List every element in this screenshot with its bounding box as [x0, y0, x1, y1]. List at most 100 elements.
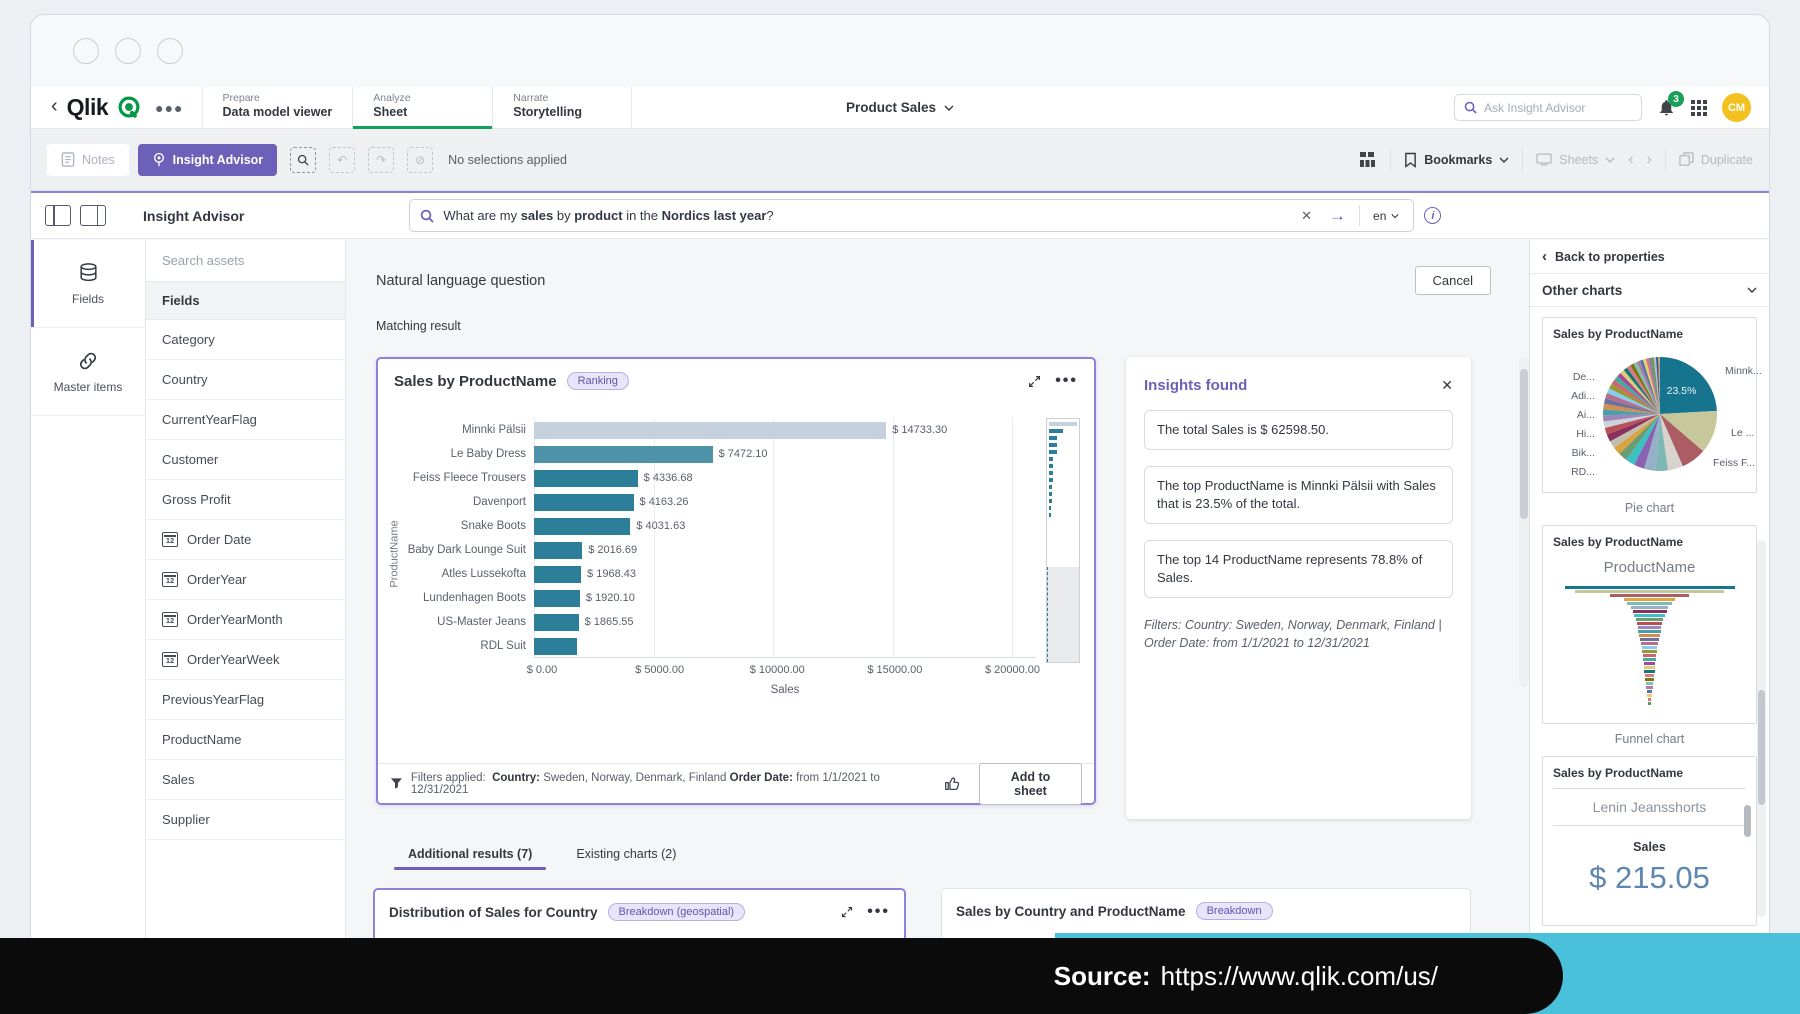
bar[interactable]: [534, 446, 713, 463]
chart-minimap[interactable]: [1046, 418, 1080, 663]
nlq-search-field[interactable]: What are my sales by product in the Nord…: [409, 199, 1414, 232]
info-icon[interactable]: i: [1424, 207, 1441, 224]
menu-dots-icon[interactable]: •••: [1055, 372, 1078, 390]
previous-sheet-button[interactable]: ‹: [1628, 151, 1633, 169]
field-item[interactable]: Gross Profit: [146, 480, 345, 520]
bar-value-label: $ 1968.43: [587, 568, 636, 580]
field-item[interactable]: Customer: [146, 440, 345, 480]
notifications-button[interactable]: 3: [1657, 98, 1676, 117]
pie-chart-suggestion-card[interactable]: Sales by ProductName 23.5% De...Adi...Ai…: [1542, 317, 1757, 493]
funnel-chart-suggestion-card[interactable]: Sales by ProductName ProductName: [1542, 525, 1757, 724]
bar[interactable]: [534, 518, 630, 535]
app-title-dropdown[interactable]: Product Sales: [846, 87, 954, 128]
nav-prepare[interactable]: Prepare Data model viewer: [202, 87, 353, 128]
more-icon[interactable]: ●●●: [155, 100, 183, 116]
field-item[interactable]: ProductName: [146, 720, 345, 760]
selections-search-icon[interactable]: [290, 147, 316, 173]
sidebar-item-master-items[interactable]: Master items: [31, 328, 145, 416]
insight-advisor-bar: Insight Advisor What are my sales by pro…: [31, 191, 1769, 239]
bar[interactable]: [534, 470, 638, 487]
menu-dots-icon[interactable]: •••: [867, 903, 890, 921]
field-item[interactable]: 12OrderYearWeek: [146, 640, 345, 680]
field-item[interactable]: 12OrderYearMonth: [146, 600, 345, 640]
nav-narrate[interactable]: Narrate Storytelling: [492, 87, 632, 128]
search-icon: [420, 209, 434, 223]
field-item[interactable]: CurrentYearFlag: [146, 400, 345, 440]
other-charts-section-header[interactable]: Other charts: [1530, 274, 1769, 307]
cancel-button[interactable]: Cancel: [1415, 266, 1491, 295]
field-item[interactable]: 12OrderYear: [146, 560, 345, 600]
field-item[interactable]: Category: [146, 320, 345, 360]
tab-existing-charts[interactable]: Existing charts (2): [576, 847, 676, 870]
ask-insight-advisor-input[interactable]: Ask Insight Advisor: [1454, 94, 1642, 121]
tab-additional-results[interactable]: Additional results (7): [408, 847, 532, 870]
sidebar-item-fields[interactable]: Fields: [31, 240, 145, 328]
bar-row[interactable]: Le Baby Dress$ 7472.10: [404, 442, 1036, 466]
bar-category-label: Lundenhagen Boots: [404, 592, 534, 604]
matching-result-chart-card[interactable]: Sales by ProductName Ranking ••• Product…: [376, 357, 1096, 805]
insight-advisor-button[interactable]: Insight Advisor: [138, 144, 278, 176]
bar-chart-plot: Minnki Pälsii$ 14733.30Le Baby Dress$ 74…: [404, 418, 1036, 690]
close-icon[interactable]: ✕: [1441, 377, 1453, 394]
bar-row[interactable]: US-Master Jeans$ 1865.55: [404, 610, 1036, 634]
nav-analyze[interactable]: Analyze Sheet: [352, 87, 492, 128]
kpi-suggestion-card[interactable]: Sales by ProductName Lenin Jeansshorts S…: [1542, 756, 1757, 926]
bar-row[interactable]: RDL Suit: [404, 634, 1036, 658]
bar[interactable]: [534, 566, 581, 583]
source-bar: Source: https://www.qlik.com/us/: [0, 938, 1563, 1014]
breakdown-geospatial-badge: Breakdown (geospatial): [608, 903, 746, 921]
field-label: OrderYearWeek: [187, 652, 280, 667]
field-item[interactable]: 12Order Date: [146, 520, 345, 560]
kpi-value: $ 215.05: [1553, 854, 1746, 896]
bar-row[interactable]: Davenport$ 4163.26: [404, 490, 1036, 514]
panel-scrollbar[interactable]: [1757, 540, 1766, 917]
field-item[interactable]: Country: [146, 360, 345, 400]
bar-row[interactable]: Lundenhagen Boots$ 1920.10: [404, 586, 1036, 610]
bar-row[interactable]: Baby Dark Lounge Suit$ 2016.69: [404, 538, 1036, 562]
insight-item[interactable]: The total Sales is $ 62598.50.: [1144, 410, 1453, 450]
thumbs-up-icon[interactable]: [944, 775, 961, 792]
layout-grid-icon[interactable]: [1360, 152, 1377, 167]
clear-selections-icon[interactable]: ⊘: [407, 147, 433, 173]
expand-icon[interactable]: [841, 906, 853, 918]
kpi-product-selector[interactable]: Lenin Jeansshorts: [1553, 788, 1746, 826]
bar-category-label: Feiss Fleece Trousers: [404, 472, 534, 484]
pie-callout-label: Hi...: [1553, 428, 1595, 440]
back-chevron-icon[interactable]: ‹: [51, 96, 58, 116]
search-assets-input[interactable]: Search assets: [146, 240, 345, 282]
bar-row[interactable]: Minnki Pälsii$ 14733.30: [404, 418, 1036, 442]
bar[interactable]: [534, 614, 579, 631]
field-item[interactable]: PreviousYearFlag: [146, 680, 345, 720]
field-item[interactable]: Supplier: [146, 800, 345, 840]
bar[interactable]: [534, 494, 634, 511]
app-launcher-icon[interactable]: [1691, 100, 1707, 116]
undo-selection-icon[interactable]: ↶: [329, 147, 355, 173]
bar-row[interactable]: Atles Lussekofta$ 1968.43: [404, 562, 1036, 586]
clear-query-icon[interactable]: ✕: [1297, 208, 1316, 224]
bar[interactable]: [534, 542, 582, 559]
redo-selection-icon[interactable]: ↷: [368, 147, 394, 173]
back-to-properties-button[interactable]: ‹ Back to properties: [1530, 240, 1769, 274]
avatar[interactable]: CM: [1722, 93, 1751, 122]
add-to-sheet-button[interactable]: Add to sheet: [979, 763, 1082, 805]
kpi-card-scrollbar[interactable]: [1744, 805, 1751, 837]
expand-icon[interactable]: [1028, 375, 1041, 388]
bar-row[interactable]: Snake Boots$ 4031.63: [404, 514, 1036, 538]
bar[interactable]: [534, 590, 580, 607]
center-scrollbar[interactable]: [1519, 357, 1529, 687]
panel-toggle-left-icon[interactable]: [45, 205, 71, 226]
bar[interactable]: [534, 422, 886, 439]
duplicate-button[interactable]: Duplicate: [1679, 152, 1753, 167]
language-selector[interactable]: en: [1369, 209, 1403, 223]
notes-button[interactable]: Notes: [47, 144, 129, 176]
next-sheet-button[interactable]: ›: [1647, 151, 1652, 169]
panel-toggle-right-icon[interactable]: [80, 205, 106, 226]
bar-row[interactable]: Feiss Fleece Trousers$ 4336.68: [404, 466, 1036, 490]
submit-query-icon[interactable]: →: [1325, 206, 1350, 226]
bar[interactable]: [534, 638, 577, 655]
insight-item[interactable]: The top 14 ProductName represents 78.8% …: [1144, 540, 1453, 598]
field-item[interactable]: Sales: [146, 760, 345, 800]
insight-item[interactable]: The top ProductName is Minnki Pälsii wit…: [1144, 466, 1453, 524]
sheets-button[interactable]: Sheets: [1536, 153, 1615, 167]
bookmarks-button[interactable]: Bookmarks: [1404, 152, 1509, 168]
